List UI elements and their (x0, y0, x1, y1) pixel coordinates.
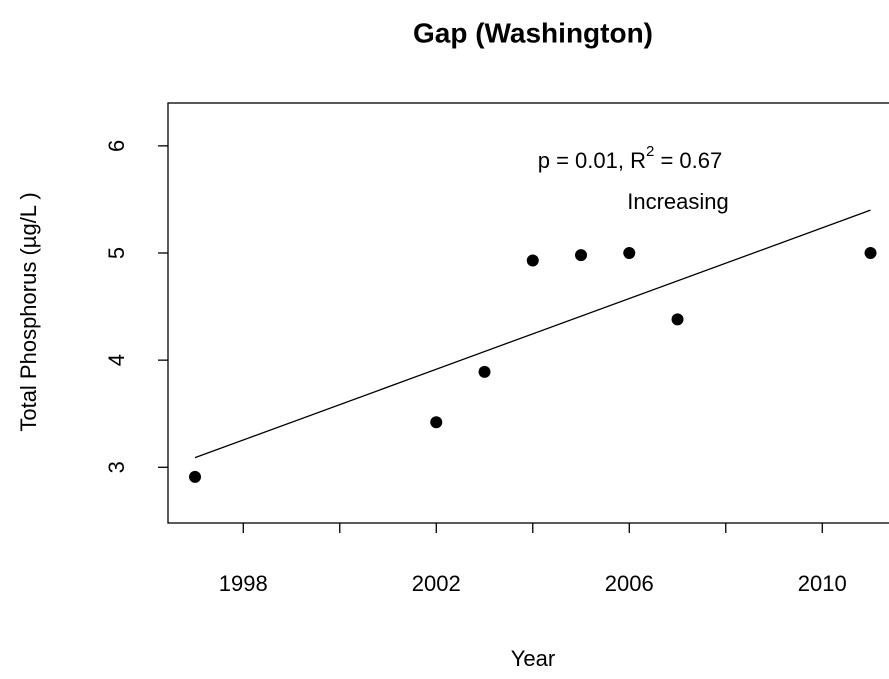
point (430, 416, 443, 429)
stat-text: = 0.67 (654, 148, 722, 173)
trend-direction: Increasing (627, 189, 729, 214)
stat-annotation: p = 0.01, R2 = 0.67 (538, 143, 722, 173)
y-tick-label: 4 (104, 354, 129, 366)
point (671, 313, 684, 326)
plot-frame (167, 102, 889, 524)
x-tick-label: 2010 (798, 571, 847, 596)
point (623, 247, 636, 259)
trend-line (194, 209, 871, 459)
stat-text: p = 0.01, R (538, 148, 646, 173)
point (526, 254, 539, 267)
x-axis-label: Year (511, 646, 555, 671)
x-tick-label: 2002 (412, 571, 461, 596)
point (575, 249, 588, 262)
x-tick-label: 1998 (219, 571, 268, 596)
x-tick-label: 2006 (605, 571, 654, 596)
y-tick-label: 6 (104, 140, 129, 152)
point (189, 470, 202, 483)
y-tick-label: 3 (104, 461, 129, 473)
y-tick-label: 5 (104, 247, 129, 259)
point (864, 247, 877, 259)
stat-superscript: 2 (646, 143, 654, 160)
chart-title: Gap (Washington) (413, 17, 653, 48)
point (478, 365, 491, 378)
y-axis-label: Total Phosphorus (µg/L ) (16, 192, 41, 431)
